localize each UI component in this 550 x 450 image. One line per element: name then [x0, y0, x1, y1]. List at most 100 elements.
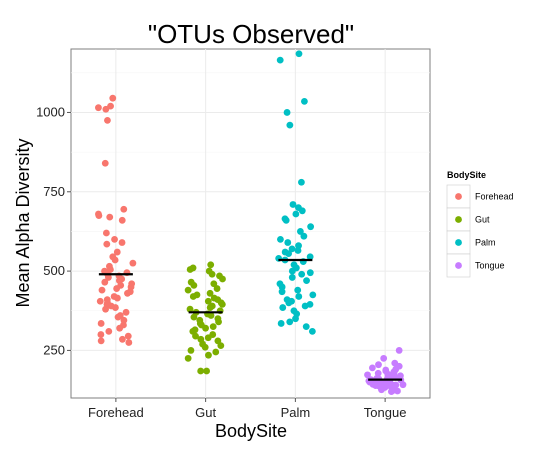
data-point-gut [215, 318, 222, 326]
data-point-forehead [122, 308, 130, 316]
data-point-palm [277, 235, 284, 243]
mean-lines [98, 258, 403, 381]
data-point-gut [186, 266, 194, 273]
data-point-forehead [118, 216, 126, 224]
data-point-palm [292, 315, 299, 323]
legend: BodySite Forehead Gut Palm Tongue [446, 170, 514, 278]
data-point-palm [303, 277, 310, 285]
data-point-palm [298, 207, 306, 215]
legend-title: BodySite [447, 170, 486, 180]
data-point-gut [186, 305, 194, 313]
data-point-forehead [109, 94, 117, 102]
data-point-tongue [364, 371, 371, 379]
data-point-forehead [103, 240, 111, 248]
data-point-gut [218, 301, 226, 308]
data-point-tongue [394, 387, 401, 395]
data-point-forehead [98, 286, 106, 294]
x-tick-label: Forehead [88, 405, 144, 420]
y-tick-label: 1000 [36, 104, 65, 119]
data-point-palm [288, 274, 296, 281]
data-point-gut [207, 261, 215, 269]
legend-marker-forehead [455, 193, 462, 200]
legend-marker-tongue [455, 262, 462, 269]
x-tick-label: Palm [281, 405, 311, 420]
data-point-forehead [116, 324, 124, 332]
data-point-forehead [113, 248, 121, 256]
data-point-palm [285, 299, 293, 307]
data-point-forehead [112, 304, 119, 311]
data-point-forehead [97, 331, 105, 338]
data-point-forehead [105, 274, 112, 281]
data-point-palm [288, 267, 296, 275]
data-point-gut [206, 304, 214, 311]
y-axis: 250 500 750 1000 [36, 104, 71, 357]
data-point-palm [295, 293, 303, 300]
data-point-forehead [120, 205, 128, 213]
data-point-forehead [102, 305, 109, 313]
legend-label: Palm [475, 238, 496, 248]
data-point-forehead [95, 212, 103, 219]
data-point-gut [219, 275, 226, 283]
legend-label: Forehead [475, 192, 514, 202]
data-point-gut [204, 297, 212, 305]
data-point-gut [187, 347, 195, 354]
data-point-tongue [375, 361, 382, 369]
data-point-palm [302, 323, 310, 331]
x-tick-label: Gut [195, 405, 216, 420]
data-point-palm [282, 216, 290, 224]
data-point-tongue [368, 364, 376, 372]
data-point-palm [294, 247, 302, 254]
data-point-palm [307, 223, 315, 231]
data-point-palm [295, 50, 303, 58]
data-point-gut [208, 270, 216, 278]
data-point-gut [204, 334, 212, 342]
legend-label: Gut [475, 215, 490, 225]
data-point-gut [205, 351, 212, 359]
data-point-forehead [124, 332, 132, 340]
data-point-forehead [97, 337, 105, 345]
y-axis-title: Mean Alpha Diversity [13, 138, 33, 307]
data-point-palm [294, 286, 302, 294]
data-point-palm [286, 318, 294, 326]
data-point-forehead [96, 297, 104, 305]
data-point-palm [286, 121, 294, 129]
data-point-palm [309, 291, 317, 299]
legend-label: Tongue [475, 261, 505, 271]
data-point-forehead [102, 105, 110, 113]
data-point-tongue [380, 354, 388, 362]
data-point-forehead [105, 327, 113, 335]
data-point-forehead [101, 278, 109, 286]
data-point-forehead [111, 235, 118, 243]
data-point-palm [283, 109, 291, 116]
data-point-palm [284, 239, 292, 246]
data-point-gut [184, 286, 192, 294]
y-tick-label: 750 [43, 184, 65, 199]
data-point-palm [296, 228, 304, 235]
data-point-palm [306, 253, 314, 261]
data-point-forehead [102, 229, 110, 237]
data-point-palm [285, 250, 292, 258]
data-point-palm [289, 201, 297, 208]
plot-panel [70, 48, 431, 399]
data-point-gut [207, 312, 215, 319]
data-point-forehead [114, 313, 122, 321]
data-point-forehead [129, 259, 137, 267]
chart-title: "OTUs Observed" [148, 19, 354, 49]
data-point-palm [278, 283, 286, 291]
data-point-palm [298, 178, 305, 186]
data-point-forehead [113, 285, 121, 292]
data-point-forehead [118, 239, 126, 246]
data-point-palm [292, 210, 300, 218]
data-point-forehead [97, 320, 105, 327]
data-point-palm [306, 269, 314, 277]
data-point-gut [189, 293, 197, 300]
y-tick-label: 250 [43, 342, 65, 357]
data-point-forehead [101, 159, 109, 167]
data-point-gut [209, 323, 217, 331]
legend-marker-gut [455, 216, 462, 223]
data-point-forehead [104, 116, 111, 124]
data-point-gut [197, 367, 205, 375]
data-point-palm [301, 302, 309, 310]
data-point-palm [301, 97, 308, 105]
